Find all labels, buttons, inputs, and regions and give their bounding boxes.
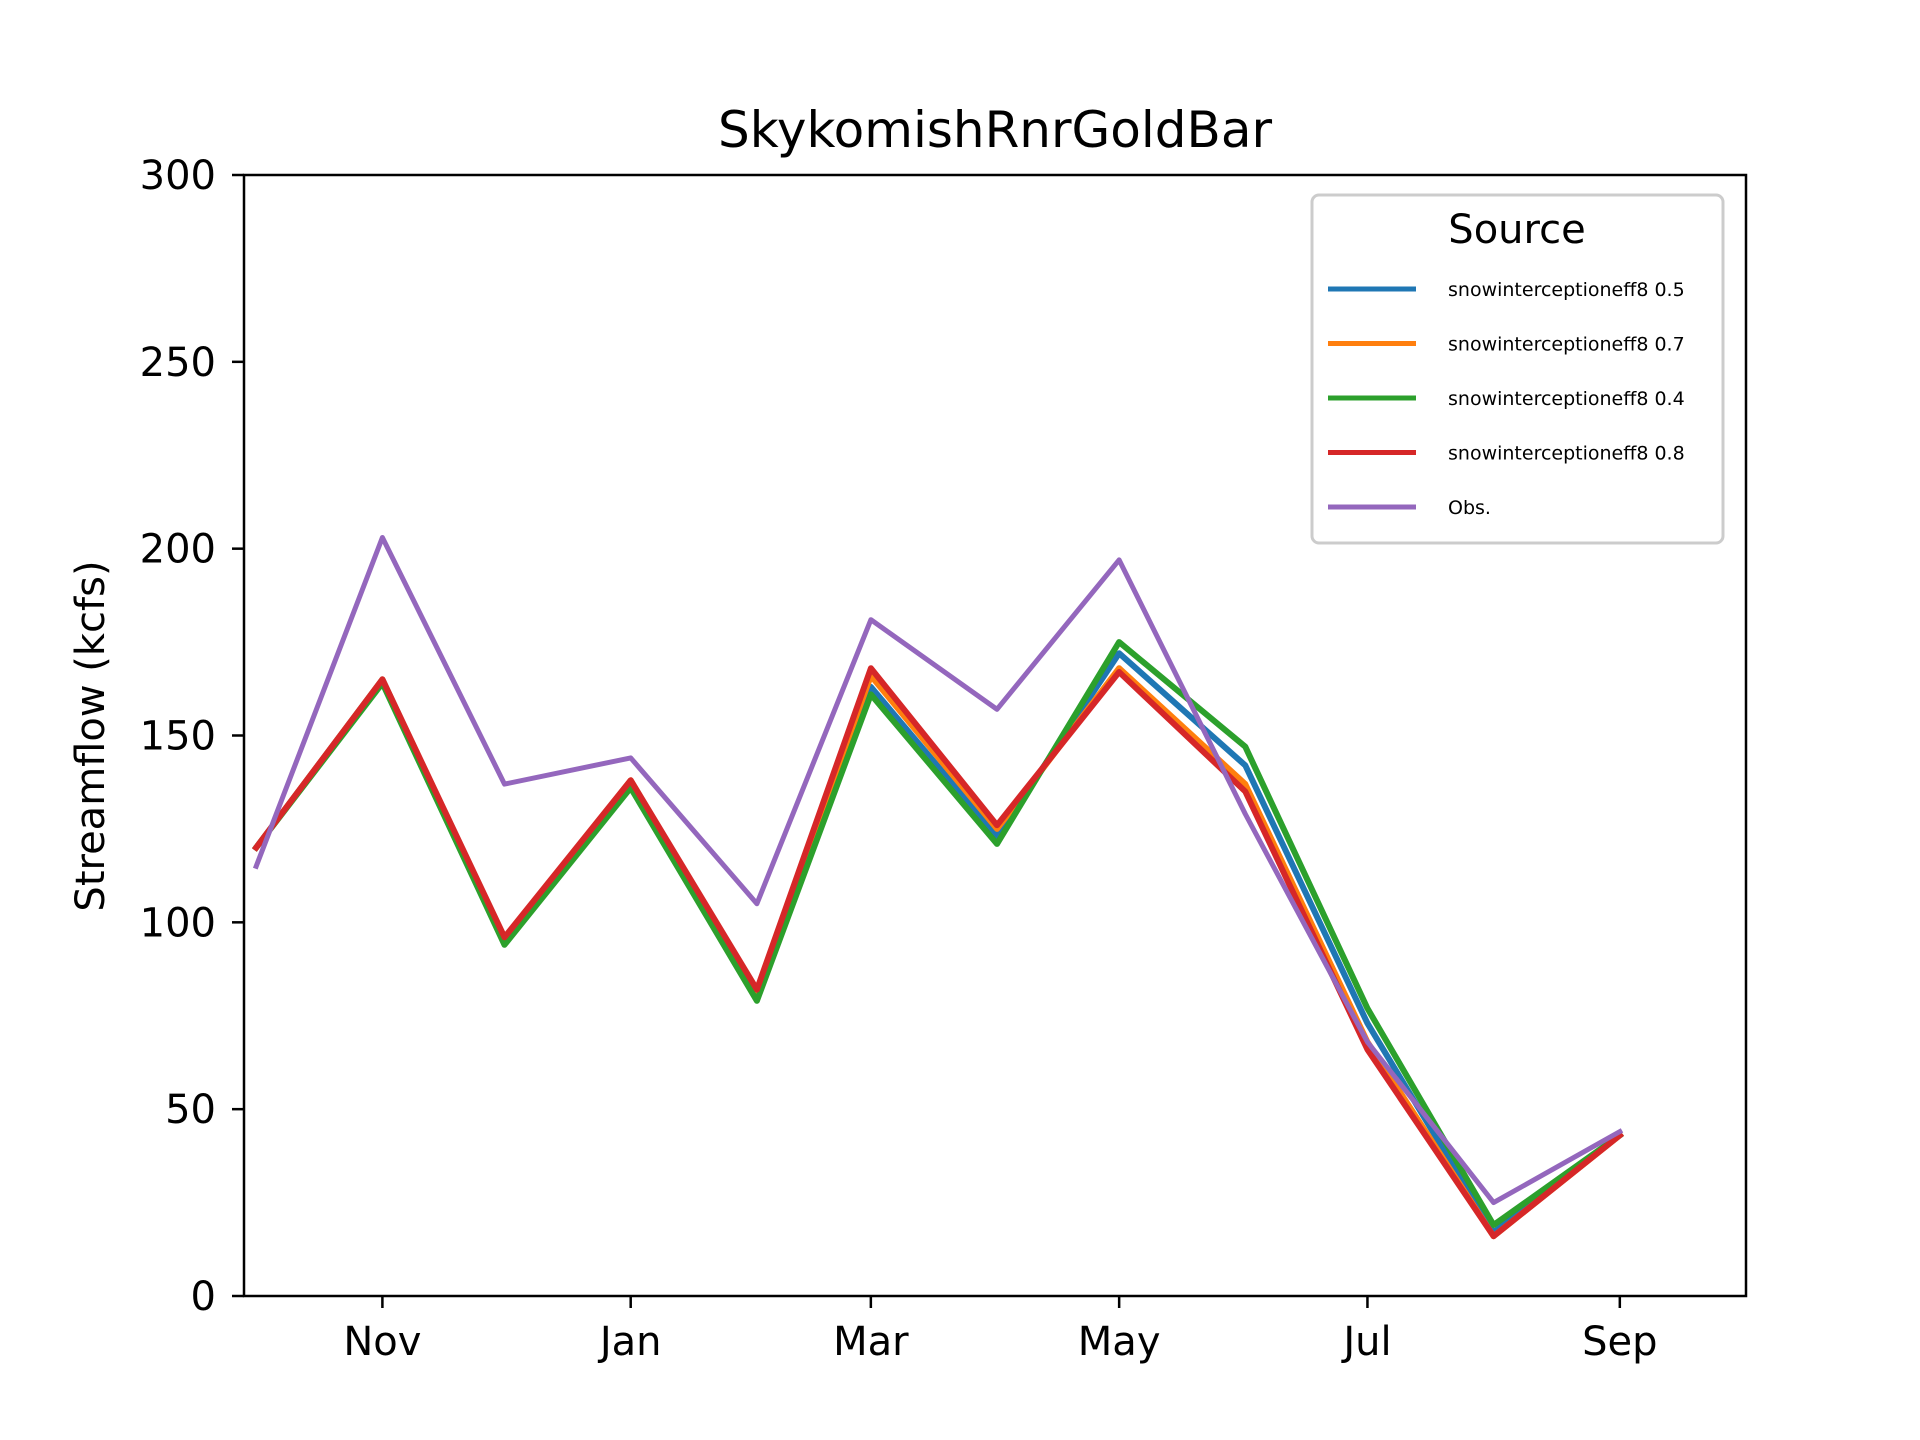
y-tick-label: 50 xyxy=(165,1087,216,1133)
legend-box xyxy=(1310,193,1725,545)
x-tick-label: Jul xyxy=(1340,1319,1391,1365)
x-tick-label: May xyxy=(1078,1319,1161,1365)
y-axis: 0 50 100 150 200 250 300 xyxy=(140,153,244,1320)
legend-label-4: snowinterceptioneff8 0.8 xyxy=(1448,443,1685,465)
legend-label-1: snowinterceptioneff8 0.5 xyxy=(1448,279,1685,301)
x-axis: Nov Jan Mar May Jul Sep xyxy=(343,1296,1658,1365)
y-tick-label: 100 xyxy=(140,900,216,946)
y-tick-label: 150 xyxy=(140,714,216,760)
y-tick-label: 200 xyxy=(140,527,216,573)
legend: Source snowinterceptioneff8 0.5snowinter… xyxy=(1310,193,1725,545)
y-axis-label: Streamflow (kcfs) xyxy=(68,560,114,911)
y-tick-label: 250 xyxy=(140,340,216,386)
x-tick-label: Nov xyxy=(343,1319,421,1365)
series-line-5 xyxy=(252,535,1624,1206)
legend-label-5: Obs. xyxy=(1448,497,1491,519)
y-tick-label: 300 xyxy=(140,153,216,199)
x-tick-label: Sep xyxy=(1582,1319,1657,1365)
series-line-4 xyxy=(251,665,1625,1240)
x-tick-label: Mar xyxy=(833,1319,909,1365)
legend-label-3: snowinterceptioneff8 0.4 xyxy=(1448,388,1685,410)
legend-title: Source xyxy=(1448,207,1585,253)
legend-label-2: snowinterceptioneff8 0.7 xyxy=(1448,334,1685,356)
y-tick-label: 0 xyxy=(191,1274,216,1320)
x-tick-label: Jan xyxy=(597,1319,662,1365)
chart-title: SkykomishRnrGoldBar xyxy=(718,101,1272,159)
plot-area xyxy=(242,173,1748,1298)
legend-items: snowinterceptioneff8 0.5 snowinterception… xyxy=(1328,279,1685,519)
